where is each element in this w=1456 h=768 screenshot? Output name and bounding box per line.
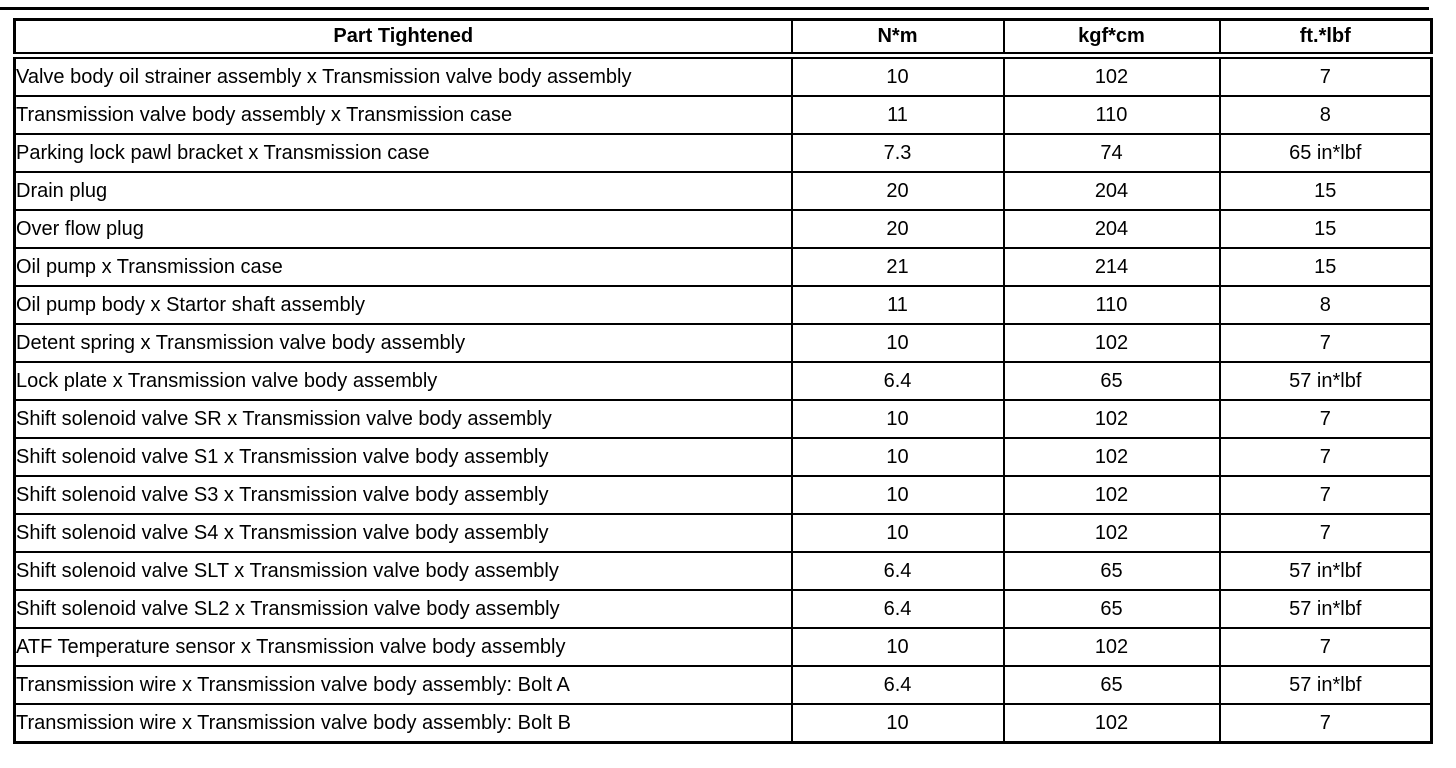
nm-value-cell: 10 [790,437,1005,477]
part-tightened-cell: Parking lock pawl bracket x Transmission… [13,133,793,173]
ftlbf-value-cell: 8 [1218,95,1433,135]
table-row: Shift solenoid valve S3 x Transmission v… [13,475,1433,515]
kgfcm-value-cell: 74 [1002,133,1221,173]
nm-value-cell: 11 [790,285,1005,325]
part-tightened-cell: ATF Temperature sensor x Transmission va… [13,627,793,667]
nm-value-cell: 10 [790,475,1005,515]
ftlbf-value-cell: 7 [1218,54,1433,97]
table-row: Lock plate x Transmission valve body ass… [13,361,1433,401]
nm-value-cell: 20 [790,171,1005,211]
part-tightened-cell: Transmission wire x Transmission valve b… [13,665,793,705]
table-body: Valve body oil strainer assembly x Trans… [13,54,1433,744]
kgfcm-value-cell: 110 [1002,285,1221,325]
ftlbf-value-cell: 57 in*lbf [1218,551,1433,591]
nm-value-cell: 10 [790,323,1005,363]
part-tightened-cell: Shift solenoid valve S3 x Transmission v… [13,475,793,515]
kgfcm-value-cell: 102 [1002,513,1221,553]
nm-value-cell: 10 [790,54,1005,97]
column-header-kgfcm: kgf*cm [1002,18,1221,59]
ftlbf-value-cell: 7 [1218,475,1433,515]
column-header-part-tightened: Part Tightened [13,18,793,59]
nm-value-cell: 20 [790,209,1005,249]
kgfcm-value-cell: 102 [1002,437,1221,477]
part-tightened-cell: Shift solenoid valve SR x Transmission v… [13,399,793,439]
part-tightened-cell: Lock plate x Transmission valve body ass… [13,361,793,401]
nm-value-cell: 6.4 [790,361,1005,401]
kgfcm-value-cell: 102 [1002,475,1221,515]
table-row: Shift solenoid valve SL2 x Transmission … [13,589,1433,629]
table-row: Detent spring x Transmission valve body … [13,323,1433,363]
kgfcm-value-cell: 214 [1002,247,1221,287]
table-header: Part Tightened N*m kgf*cm ft.*lbf [13,18,1433,59]
kgfcm-value-cell: 65 [1002,551,1221,591]
nm-value-cell: 10 [790,703,1005,744]
ftlbf-value-cell: 7 [1218,627,1433,667]
ftlbf-value-cell: 7 [1218,703,1433,744]
nm-value-cell: 6.4 [790,589,1005,629]
nm-value-cell: 11 [790,95,1005,135]
nm-value-cell: 21 [790,247,1005,287]
kgfcm-value-cell: 102 [1002,703,1221,744]
part-tightened-cell: Shift solenoid valve S4 x Transmission v… [13,513,793,553]
nm-value-cell: 6.4 [790,551,1005,591]
part-tightened-cell: Shift solenoid valve S1 x Transmission v… [13,437,793,477]
kgfcm-value-cell: 102 [1002,323,1221,363]
part-tightened-cell: Oil pump x Transmission case [13,247,793,287]
part-tightened-cell: Drain plug [13,171,793,211]
kgfcm-value-cell: 204 [1002,171,1221,211]
nm-value-cell: 10 [790,513,1005,553]
ftlbf-value-cell: 7 [1218,437,1433,477]
part-tightened-cell: Shift solenoid valve SLT x Transmission … [13,551,793,591]
table-row: Oil pump x Transmission case 21 214 15 [13,247,1433,287]
page-top-rule [0,7,1429,10]
kgfcm-value-cell: 102 [1002,54,1221,97]
table-row: ATF Temperature sensor x Transmission va… [13,627,1433,667]
part-tightened-cell: Oil pump body x Startor shaft assembly [13,285,793,325]
kgfcm-value-cell: 65 [1002,665,1221,705]
column-header-nm: N*m [790,18,1005,59]
ftlbf-value-cell: 15 [1218,171,1433,211]
kgfcm-value-cell: 102 [1002,399,1221,439]
part-tightened-cell: Detent spring x Transmission valve body … [13,323,793,363]
part-tightened-cell: Shift solenoid valve SL2 x Transmission … [13,589,793,629]
kgfcm-value-cell: 204 [1002,209,1221,249]
ftlbf-value-cell: 15 [1218,209,1433,249]
ftlbf-value-cell: 7 [1218,513,1433,553]
torque-spec-table: Part Tightened N*m kgf*cm ft.*lbf Valve … [13,18,1433,744]
ftlbf-value-cell: 7 [1218,323,1433,363]
ftlbf-value-cell: 7 [1218,399,1433,439]
kgfcm-value-cell: 102 [1002,627,1221,667]
kgfcm-value-cell: 110 [1002,95,1221,135]
table-row: Transmission wire x Transmission valve b… [13,665,1433,705]
table-row: Shift solenoid valve SLT x Transmission … [13,551,1433,591]
table-row: Parking lock pawl bracket x Transmission… [13,133,1433,173]
part-tightened-cell: Over flow plug [13,209,793,249]
table-row: Over flow plug 20 204 15 [13,209,1433,249]
nm-value-cell: 10 [790,627,1005,667]
ftlbf-value-cell: 57 in*lbf [1218,589,1433,629]
ftlbf-value-cell: 8 [1218,285,1433,325]
ftlbf-value-cell: 65 in*lbf [1218,133,1433,173]
part-tightened-cell: Valve body oil strainer assembly x Trans… [13,54,793,97]
ftlbf-value-cell: 57 in*lbf [1218,665,1433,705]
part-tightened-cell: Transmission wire x Transmission valve b… [13,703,793,744]
nm-value-cell: 6.4 [790,665,1005,705]
ftlbf-value-cell: 15 [1218,247,1433,287]
nm-value-cell: 10 [790,399,1005,439]
table-row: Transmission valve body assembly x Trans… [13,95,1433,135]
nm-value-cell: 7.3 [790,133,1005,173]
kgfcm-value-cell: 65 [1002,589,1221,629]
header-row: Part Tightened N*m kgf*cm ft.*lbf [13,18,1433,59]
table-row: Shift solenoid valve S4 x Transmission v… [13,513,1433,553]
kgfcm-value-cell: 65 [1002,361,1221,401]
table-row: Oil pump body x Startor shaft assembly 1… [13,285,1433,325]
ftlbf-value-cell: 57 in*lbf [1218,361,1433,401]
table-row: Valve body oil strainer assembly x Trans… [13,54,1433,97]
part-tightened-cell: Transmission valve body assembly x Trans… [13,95,793,135]
table-row: Shift solenoid valve S1 x Transmission v… [13,437,1433,477]
column-header-ftlbf: ft.*lbf [1218,18,1433,59]
table-row: Shift solenoid valve SR x Transmission v… [13,399,1433,439]
table-row: Transmission wire x Transmission valve b… [13,703,1433,744]
table-row: Drain plug 20 204 15 [13,171,1433,211]
